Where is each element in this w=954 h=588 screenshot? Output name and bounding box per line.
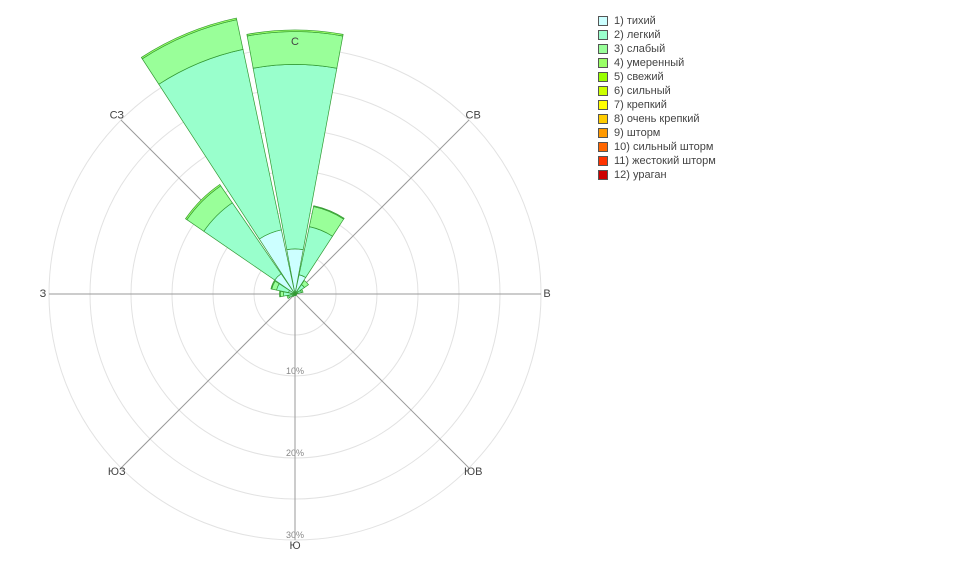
legend-label: 12) ураган <box>614 169 667 181</box>
radial-tick-label: 20% <box>286 448 304 458</box>
legend-swatch <box>598 58 608 68</box>
legend: 1) тихий 2) легкий 3) слабый 4) умеренный 5)… <box>598 14 716 182</box>
legend-swatch <box>598 44 608 54</box>
legend-swatch <box>598 16 608 26</box>
direction-label: З <box>40 288 47 300</box>
axis-labels: С СВ В ЮВ Ю ЮЗ З СЗ 10% 20% 30% <box>40 36 551 552</box>
direction-label: С <box>291 36 299 48</box>
wind-rose-bar-segment <box>300 289 304 294</box>
radial-tick-label: 10% <box>286 366 304 376</box>
wind-rose-bar-segment <box>279 290 285 298</box>
legend-label: 10) сильный шторм <box>614 141 714 153</box>
legend-swatch <box>598 30 608 40</box>
legend-swatch <box>598 86 608 96</box>
legend-swatch <box>598 72 608 82</box>
wind-rose-bar-segment <box>185 184 222 221</box>
direction-axis-line <box>294 119 470 295</box>
radial-tick-label: 30% <box>286 530 304 540</box>
direction-label: Ю <box>289 540 300 552</box>
legend-item: 5) свежий <box>598 70 716 84</box>
legend-item: 2) легкий <box>598 28 716 42</box>
legend-label: 7) крепкий <box>614 99 667 111</box>
legend-label: 4) умеренный <box>614 57 685 69</box>
legend-label: 8) очень крепкий <box>614 113 700 125</box>
wind-rose-bars <box>140 17 345 299</box>
wind-rose-bar-segment <box>270 280 276 290</box>
legend-label: 3) слабый <box>614 43 666 55</box>
wind-rose-bar-segment <box>140 17 238 60</box>
legend-label: 11) жестокий шторм <box>614 155 716 167</box>
legend-item: 6) сильный <box>598 84 716 98</box>
wind-rose-bar-segment <box>279 290 281 298</box>
wind-rose-bar-segment <box>246 29 344 37</box>
legend-swatch <box>598 156 608 166</box>
direction-label: В <box>543 288 550 300</box>
legend-label: 9) шторм <box>614 127 661 139</box>
legend-item: 10) сильный шторм <box>598 140 716 154</box>
legend-swatch <box>598 114 608 124</box>
direction-label: СВ <box>466 110 481 122</box>
legend-swatch <box>598 128 608 138</box>
wind-rose-bar-segment <box>301 279 310 288</box>
legend-swatch <box>598 100 608 110</box>
wind-rose-bar-segment <box>313 205 345 220</box>
legend-item: 4) умеренный <box>598 56 716 70</box>
direction-label: ЮВ <box>464 466 482 478</box>
direction-label: ЮЗ <box>108 466 126 478</box>
legend-item: 3) слабый <box>598 42 716 56</box>
legend-item: 11) жестокий шторм <box>598 154 716 168</box>
legend-item: 1) тихий <box>598 14 716 28</box>
legend-label: 2) легкий <box>614 29 661 41</box>
legend-item: 7) крепкий <box>598 98 716 112</box>
legend-item: 12) ураган <box>598 168 716 182</box>
legend-label: 5) свежий <box>614 71 664 83</box>
legend-item: 9) шторм <box>598 126 716 140</box>
direction-axis-line <box>120 293 296 469</box>
legend-label: 1) тихий <box>614 15 656 27</box>
direction-label: СЗ <box>110 110 125 122</box>
legend-swatch <box>598 170 608 180</box>
legend-swatch <box>598 142 608 152</box>
legend-label: 6) сильный <box>614 85 671 97</box>
direction-axis-line <box>294 293 470 469</box>
legend-item: 8) очень крепкий <box>598 112 716 126</box>
polar-grid <box>48 47 542 541</box>
